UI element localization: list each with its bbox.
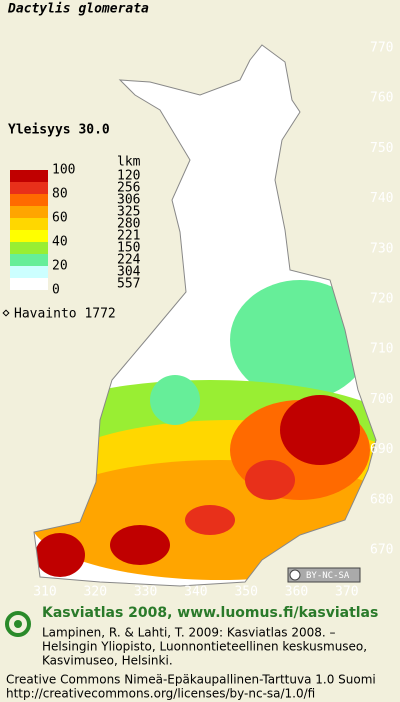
logo	[5, 611, 31, 637]
x-grid-label: 330	[134, 585, 157, 600]
legend-count: 256	[117, 181, 140, 196]
x-grid-label: 370	[335, 585, 358, 600]
y-grid-label: 670	[370, 543, 393, 558]
y-grid-label: 760	[370, 91, 393, 106]
legend-scale-label: 40	[52, 235, 68, 250]
legend-count: 325	[117, 205, 140, 220]
license-badge	[287, 567, 361, 583]
x-grid-label: 350	[234, 585, 257, 600]
y-grid-label: 770	[370, 41, 393, 56]
legend-count: 221	[117, 229, 140, 244]
y-grid-label: 700	[370, 392, 393, 407]
legend-swatch	[10, 266, 48, 278]
y-grid-label: 730	[370, 241, 393, 256]
legend-swatch	[10, 206, 48, 218]
reference-line: Kasvimuseo, Helsinki.	[42, 654, 173, 668]
legend-swatch	[10, 242, 48, 254]
y-grid-label: 680	[370, 492, 393, 507]
legend-swatch	[10, 278, 48, 290]
license-line: http://creativecommons.org/licenses/by-n…	[6, 687, 315, 701]
legend-count: 306	[117, 193, 140, 208]
legend-scale-label: 20	[52, 259, 68, 274]
legend-count: 304	[117, 265, 141, 280]
legend-swatch	[10, 254, 48, 266]
site-link: Kasviatlas 2008, www.luomus.fi/kasviatla…	[42, 605, 378, 621]
count-header: lkm	[117, 155, 141, 170]
reference-line: Lampinen, R. & Lahti, T. 2009: Kasviatla…	[42, 626, 336, 640]
legend-count: 557	[117, 277, 140, 292]
y-grid-label: 750	[370, 141, 393, 156]
legend-swatch	[10, 194, 48, 206]
y-grid-label: 710	[370, 342, 393, 357]
y-grid-label: 690	[370, 442, 393, 457]
legend-swatch	[10, 230, 48, 242]
legend-scale-label: 60	[52, 211, 68, 226]
legend-count: 224	[117, 253, 141, 268]
observation-marker	[2, 309, 10, 317]
x-grid-label: 340	[184, 585, 207, 600]
frequency: Yleisyys 30.0	[8, 123, 110, 138]
license-badge-text: BY-NC-SA	[306, 571, 350, 581]
legend-scale-label: 0	[52, 283, 60, 298]
legend-swatch	[10, 218, 48, 230]
x-grid-label: 310	[33, 585, 56, 600]
legend-scale-label: 100	[52, 163, 75, 178]
legend-count: 150	[117, 241, 140, 256]
cc-icon	[289, 569, 301, 581]
y-grid-label: 740	[370, 191, 393, 206]
country-outline	[33, 44, 377, 587]
logo-center	[14, 620, 22, 628]
legend-swatch	[10, 182, 48, 194]
x-grid-label: 320	[84, 585, 107, 600]
y-grid-label: 720	[370, 292, 393, 307]
map-title: Dactylis glomerata	[7, 2, 149, 17]
x-grid-label: 360	[285, 585, 308, 600]
legend-count: 280	[117, 217, 140, 232]
reference-line: Helsingin Yliopisto, Luonnontieteellinen…	[42, 640, 367, 654]
legend-count: 120	[117, 169, 140, 184]
license-line: Creative Commons Nimeä-Epäkaupallinen-Ta…	[6, 673, 376, 687]
observation: Havainto 1772	[14, 307, 116, 322]
legend-swatch	[10, 170, 48, 182]
legend-scale-label: 80	[52, 187, 68, 202]
